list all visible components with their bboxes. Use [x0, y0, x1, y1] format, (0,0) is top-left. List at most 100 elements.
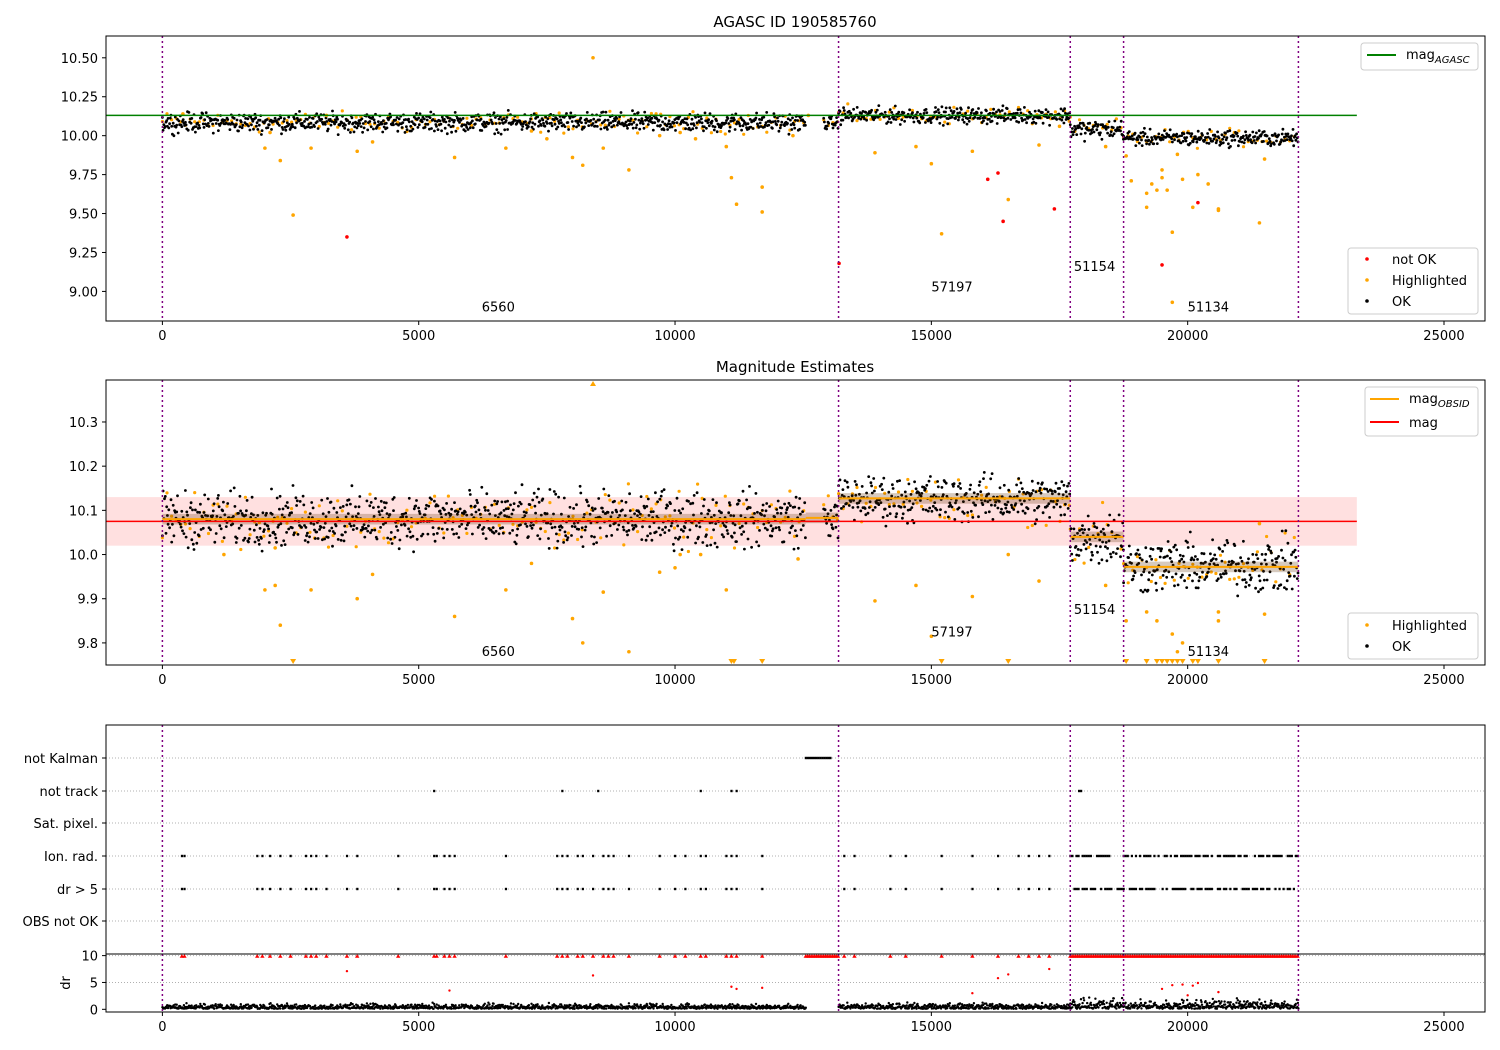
- ok-point: [501, 526, 504, 529]
- ok-point: [773, 120, 777, 123]
- ok-point: [969, 509, 973, 513]
- ok-point: [938, 121, 942, 125]
- ok-point: [1075, 553, 1079, 557]
- ok-point: [475, 498, 479, 502]
- ok-point: [279, 116, 283, 120]
- legend-label-ok: OK: [1392, 295, 1411, 310]
- ok-point: [689, 122, 693, 126]
- highlighted-point: [504, 588, 508, 592]
- ok-point: [267, 541, 271, 544]
- ok-point: [624, 500, 628, 504]
- ok-point: [588, 512, 592, 516]
- ok-point: [1255, 550, 1259, 554]
- ok-point: [502, 509, 506, 512]
- ok-point: [389, 115, 392, 119]
- ok-point: [480, 129, 484, 132]
- ok-point: [1285, 134, 1288, 138]
- ok-point: [532, 491, 536, 495]
- ok-point: [1111, 551, 1115, 554]
- ok-point: [500, 500, 504, 504]
- ok-point: [990, 472, 994, 475]
- ok-point: [495, 502, 499, 506]
- ok-point: [874, 110, 878, 114]
- flag-point: [1184, 854, 1187, 858]
- ok-point: [750, 545, 753, 549]
- ok-point: [771, 527, 775, 531]
- ok-point: [533, 122, 537, 126]
- ok-point: [167, 508, 171, 512]
- ok-point: [1185, 136, 1189, 139]
- ok-point: [354, 115, 358, 119]
- ok-point: [388, 513, 392, 516]
- ok-point: [1135, 555, 1139, 559]
- highlighted-below-marker: [290, 659, 297, 664]
- ok-point: [429, 110, 433, 114]
- ok-point: [860, 112, 863, 115]
- ok-point: [830, 523, 833, 526]
- ok-point: [478, 523, 481, 527]
- ok-point: [505, 116, 509, 119]
- ok-point: [681, 507, 685, 511]
- ok-point: [827, 121, 831, 125]
- dr-point: [410, 1003, 413, 1006]
- ok-point: [900, 493, 904, 497]
- ok-point: [1150, 557, 1153, 561]
- ok-point: [888, 512, 892, 516]
- ok-point: [1199, 561, 1203, 565]
- ok-point: [689, 502, 692, 506]
- ok-point: [444, 120, 448, 124]
- ok-point: [643, 110, 647, 114]
- ok-point: [193, 531, 197, 534]
- ok-point: [903, 505, 906, 509]
- ok-point: [1008, 510, 1011, 514]
- ok-point: [326, 545, 331, 549]
- ok-point: [828, 534, 832, 538]
- ok-point: [922, 112, 926, 115]
- ok-point: [347, 498, 351, 502]
- legend-label-mag: mag: [1409, 416, 1438, 431]
- ok-point: [676, 524, 680, 528]
- ok-point: [398, 538, 402, 542]
- obsid-label: 57197: [931, 280, 972, 295]
- ok-point: [746, 122, 750, 125]
- ok-point: [468, 493, 472, 496]
- ok-point: [1067, 482, 1071, 485]
- agasc-panel-data: [106, 36, 1357, 321]
- flag-category-label: OBS not OK: [23, 915, 99, 930]
- ok-point: [1244, 585, 1247, 589]
- ok-point: [326, 121, 331, 125]
- ok-point: [218, 124, 222, 127]
- ok-point: [777, 526, 781, 529]
- ok-point: [1087, 528, 1091, 531]
- dr-point: [530, 1002, 533, 1005]
- ok-point: [545, 512, 549, 516]
- ok-point: [675, 121, 679, 124]
- ok-point: [1165, 132, 1169, 136]
- ok-point: [407, 496, 411, 500]
- ok-point: [879, 501, 883, 504]
- ok-point: [328, 529, 331, 533]
- ok-point: [1099, 131, 1102, 135]
- ok-point: [453, 119, 456, 122]
- ok-point: [1222, 572, 1226, 576]
- ok-point: [590, 534, 593, 538]
- flag-point: [1274, 887, 1277, 891]
- ok-point: [1046, 110, 1050, 114]
- ok-point: [765, 111, 769, 114]
- ok-point: [855, 485, 859, 490]
- ok-point: [516, 115, 520, 119]
- ok-point: [1179, 575, 1183, 579]
- ok-point: [775, 123, 779, 127]
- ok-point: [1018, 108, 1022, 111]
- ok-point: [491, 526, 495, 529]
- ok-point: [313, 537, 317, 540]
- ok-point: [1098, 538, 1102, 542]
- highlighted-point: [529, 561, 534, 566]
- ok-point: [348, 120, 352, 124]
- ok-point: [1036, 116, 1040, 120]
- ok-point: [738, 499, 741, 503]
- ok-point: [172, 534, 176, 538]
- ok-point: [793, 505, 797, 509]
- dr-point: [365, 1002, 369, 1005]
- ok-point: [1218, 547, 1222, 551]
